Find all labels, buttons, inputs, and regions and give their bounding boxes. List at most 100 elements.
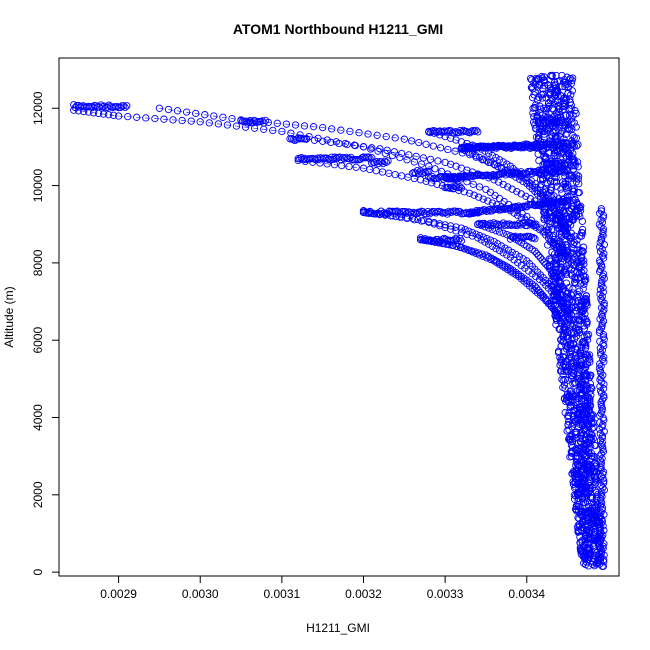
data-point xyxy=(479,252,487,261)
data-point xyxy=(598,454,606,463)
data-point xyxy=(368,154,376,162)
data-point xyxy=(597,236,606,244)
data-point xyxy=(499,180,507,189)
data-point xyxy=(219,113,227,121)
data-point xyxy=(546,124,554,132)
data-point xyxy=(597,546,606,555)
data-point xyxy=(563,303,572,312)
data-point xyxy=(448,241,457,249)
data-point xyxy=(552,178,560,186)
data-point xyxy=(463,230,471,238)
data-point xyxy=(596,247,605,256)
data-point xyxy=(597,207,606,215)
data-point xyxy=(578,268,586,277)
data-point xyxy=(533,249,541,258)
data-point xyxy=(540,73,548,81)
data-point xyxy=(475,251,484,259)
data-point xyxy=(498,205,506,213)
data-point xyxy=(580,260,588,268)
data-point xyxy=(596,430,604,438)
data-point xyxy=(536,254,545,262)
data-point xyxy=(580,339,588,347)
data-point xyxy=(273,119,281,127)
data-point xyxy=(223,121,232,129)
data-point xyxy=(525,182,534,190)
data-point xyxy=(436,144,445,152)
data-point xyxy=(553,88,562,96)
data-point xyxy=(489,219,498,227)
data-point xyxy=(552,109,561,118)
data-point xyxy=(596,452,604,460)
data-point xyxy=(562,222,570,230)
data-point xyxy=(566,314,574,322)
data-point xyxy=(554,113,562,121)
data-point xyxy=(418,169,426,178)
data-point xyxy=(573,411,581,419)
data-point xyxy=(499,158,507,166)
data-point xyxy=(444,145,452,154)
data-point xyxy=(556,77,564,85)
data-point xyxy=(575,484,583,493)
data-point xyxy=(571,303,580,312)
data-point xyxy=(468,248,476,256)
data-point xyxy=(401,208,409,216)
data-point xyxy=(600,394,608,402)
data-point xyxy=(575,315,583,323)
data-point xyxy=(551,78,559,86)
data-point xyxy=(346,127,354,136)
data-point xyxy=(561,269,570,277)
data-point xyxy=(486,255,495,264)
data-point xyxy=(450,129,458,137)
data-point xyxy=(407,137,416,145)
data-point xyxy=(599,333,607,341)
data-point xyxy=(558,189,566,197)
data-point xyxy=(337,126,345,134)
data-point xyxy=(532,168,541,176)
data-point xyxy=(579,517,587,525)
data-point xyxy=(470,191,478,199)
data-point xyxy=(475,207,484,215)
data-point xyxy=(309,123,318,131)
data-point xyxy=(586,380,595,388)
y-tick-label: 6000 xyxy=(31,327,45,354)
data-point xyxy=(104,111,113,119)
data-point xyxy=(568,185,576,193)
data-point xyxy=(599,544,607,552)
data-point xyxy=(587,383,595,392)
data-point xyxy=(564,334,572,342)
data-point xyxy=(446,134,455,142)
data-point xyxy=(579,243,588,251)
data-point xyxy=(548,104,556,113)
data-point xyxy=(431,165,439,173)
data-point xyxy=(586,395,594,403)
data-point xyxy=(99,110,108,118)
data-point xyxy=(560,142,569,150)
data-point xyxy=(570,468,579,477)
data-point xyxy=(585,534,593,543)
data-point xyxy=(499,204,507,213)
data-point xyxy=(469,126,477,135)
data-point xyxy=(580,457,588,465)
data-point xyxy=(587,520,596,528)
data-point xyxy=(447,175,455,183)
data-point xyxy=(484,142,492,151)
data-point xyxy=(576,416,585,424)
data-point xyxy=(550,196,558,204)
data-point xyxy=(580,277,589,286)
data-point xyxy=(550,272,558,280)
x-tick-label: 0.0034 xyxy=(508,587,545,601)
data-point xyxy=(232,122,241,130)
data-point xyxy=(596,243,604,251)
profile-line xyxy=(420,237,568,325)
data-point xyxy=(570,335,579,343)
data-point xyxy=(539,84,547,93)
data-point xyxy=(201,111,209,119)
data-point xyxy=(596,326,604,334)
data-point xyxy=(210,112,218,120)
data-point xyxy=(556,309,565,318)
data-point xyxy=(517,190,525,198)
data-point xyxy=(599,331,608,339)
data-point xyxy=(532,74,540,83)
data-point xyxy=(580,408,589,416)
data-point xyxy=(572,178,581,186)
